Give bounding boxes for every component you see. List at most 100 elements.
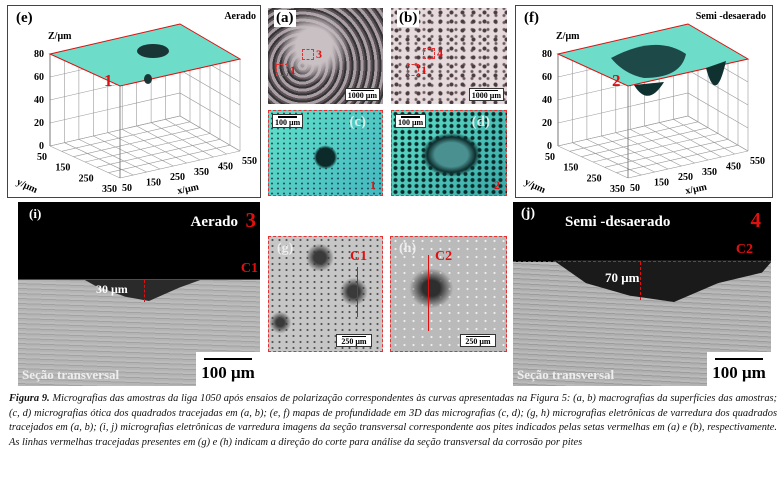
x-tick-label: 250	[170, 172, 185, 183]
section-label: Seção transversal	[22, 367, 120, 382]
panel-f-3d-depth-map: 0 20 40 60 80 (f) Semi -desaerado Z/μm 2 50 150 250…	[515, 5, 773, 198]
condition-label: Semi -desaerado	[696, 11, 766, 22]
grid-line	[108, 144, 231, 173]
scale-bar: 100 μm	[395, 114, 427, 128]
panel-label: (f)	[524, 10, 539, 26]
panel-a-macrograph: (a) 3 1 1000 μm	[268, 8, 383, 104]
y-tick-label: 50	[37, 152, 47, 163]
z-axis-label: Z/μm	[48, 31, 72, 42]
grid-line	[73, 127, 201, 157]
panel-i-cross-section: (i) Aerado 3 C1 30 μm Seção transversal …	[18, 202, 260, 386]
box-number: 1	[290, 63, 296, 77]
scale-bar: 1000 μm	[344, 87, 380, 101]
dashed-box	[302, 49, 314, 60]
scale-bar: 100 μm	[707, 352, 771, 386]
depth-label: 70 μm	[605, 270, 640, 285]
x-tick-label: 450	[218, 161, 233, 172]
y-axis-label: y/μm	[523, 177, 548, 196]
x-tick-label: 150	[654, 178, 669, 189]
grid-line	[49, 92, 241, 129]
grid-line	[49, 115, 241, 152]
dashed-box	[276, 64, 288, 76]
z-tick-label: 80	[34, 49, 44, 60]
depth-line	[144, 280, 145, 302]
pit-shape	[144, 74, 152, 84]
panel-label: (h)	[399, 241, 417, 256]
grid-line	[627, 150, 749, 179]
panel-label: (c)	[349, 114, 366, 130]
dashed-box	[407, 64, 419, 76]
panel-g-sem: (g) C1 250 μm	[268, 236, 383, 352]
z-tick-label: 0	[39, 141, 44, 152]
cut-label: C1	[350, 249, 368, 264]
pit-marker: 4	[750, 208, 762, 232]
pit-marker: 1	[104, 71, 113, 90]
panel-h-sem: (h) C2 250 μm	[390, 236, 507, 352]
x-tick-label: 150	[146, 178, 161, 189]
y-tick-label: 250	[587, 173, 602, 184]
caption-lead: Figura 9.	[9, 393, 50, 404]
x-tick-label: 350	[702, 167, 717, 178]
grid-line	[96, 139, 221, 168]
panel-label: (g)	[277, 241, 294, 256]
pit-shape	[634, 82, 664, 96]
cut-line	[357, 267, 358, 317]
surface-line	[513, 261, 771, 262]
z-axis-label: Z/μm	[556, 31, 580, 42]
scale-bar: 100 μm	[196, 352, 260, 386]
grid-line	[616, 144, 739, 173]
y-tick-label: 50	[545, 152, 555, 163]
z-tick-label: 20	[34, 118, 44, 129]
box-number: 3	[316, 47, 322, 61]
condition-label: Semi -desaerado	[565, 214, 671, 230]
panel-label: (e)	[16, 10, 33, 26]
depth-label: 30 μm	[96, 282, 128, 296]
cut-label: C1	[240, 261, 258, 276]
z-tick-label: 20	[542, 118, 552, 129]
grid-line	[604, 139, 729, 168]
x-axis-label: x/μm	[176, 182, 200, 197]
grid-line	[61, 121, 191, 152]
grid-line	[592, 133, 719, 163]
z-tick-label: 60	[542, 72, 552, 83]
cut-label: C2	[735, 242, 753, 257]
y-tick-label: 350	[610, 184, 625, 195]
y-tick-label: 150	[563, 163, 578, 174]
panel-label: (a)	[274, 10, 296, 27]
grid-line	[557, 115, 749, 152]
panel-label: (b)	[397, 10, 420, 27]
surface-line	[18, 279, 260, 280]
pit-marker: 2	[612, 71, 621, 90]
panel-label: (i)	[29, 206, 42, 221]
panel-label: (j)	[521, 206, 535, 221]
panel-b-macrograph: (b) 4 1 1000 μm	[391, 8, 507, 104]
grid-line	[581, 127, 709, 157]
section-label: Seção transversal	[517, 367, 615, 382]
scale-bar: 250 μm	[460, 333, 496, 347]
pit-shape	[611, 44, 686, 78]
x-tick-label: 250	[678, 172, 693, 183]
grid-line	[569, 121, 699, 152]
y-tick-label: 350	[102, 184, 117, 195]
caption-text: Micrografias das amostras da liga 1050 a…	[9, 393, 778, 448]
condition-label: Aerado	[224, 11, 256, 22]
dashed-box	[423, 48, 435, 59]
grid-line	[119, 150, 241, 179]
y-tick-label: 150	[55, 163, 70, 174]
panel-e-3d-depth-map: 0 20 40 60 80 (e) Aerado Z/μm 1 50 150 250 350 y/μm 50…	[7, 5, 261, 198]
x-tick-label: 550	[750, 156, 765, 167]
pit-marker: 1	[370, 178, 376, 192]
z-tick-label: 0	[547, 141, 552, 152]
z-tick-label: 40	[542, 95, 552, 106]
box-number: 1	[421, 63, 427, 77]
pit-shape	[706, 61, 726, 86]
x-tick-label: 50	[122, 183, 132, 194]
grid-line	[84, 133, 211, 163]
cut-label: C2	[435, 249, 453, 264]
scale-bar: 250 μm	[336, 333, 372, 347]
panel-c-optical: 100 μm (c) 1	[268, 110, 383, 196]
figure-caption: Figura 9. Micrografias das amostras da l…	[9, 392, 777, 450]
cut-line	[428, 255, 429, 331]
box-number: 4	[437, 46, 443, 60]
